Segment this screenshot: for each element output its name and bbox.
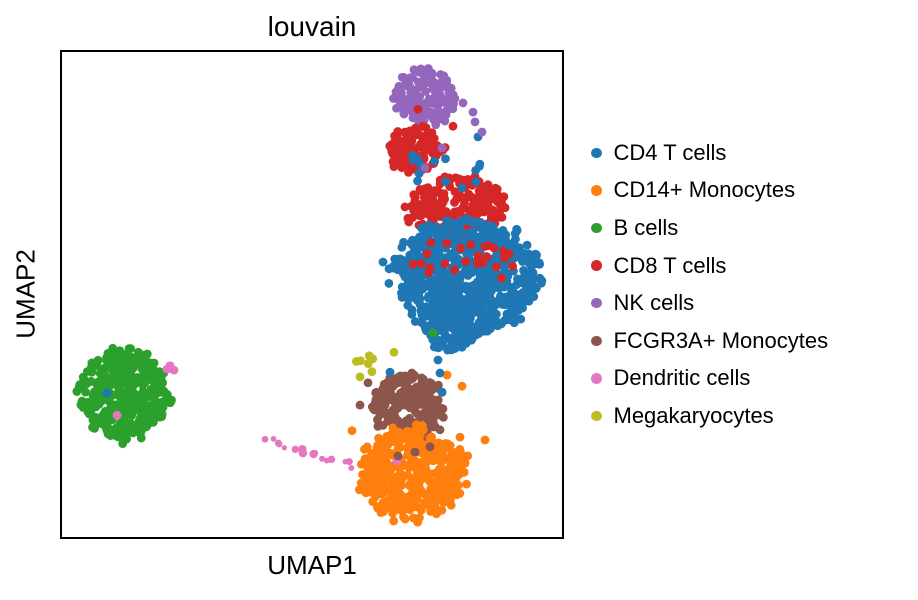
legend-label: B cells bbox=[613, 214, 679, 240]
axes-frame bbox=[60, 50, 564, 539]
legend-marker-dot bbox=[591, 222, 602, 234]
legend-item: Megakaryocytes bbox=[591, 397, 828, 435]
legend-marker-dot bbox=[591, 185, 602, 196]
legend-item: CD8 T cells bbox=[591, 247, 828, 285]
legend-label: CD8 T cells bbox=[613, 252, 727, 278]
legend-marker-dot bbox=[591, 373, 602, 384]
legend-marker-dot bbox=[591, 260, 602, 271]
legend-label: FCGR3A+ Monocytes bbox=[613, 327, 829, 353]
plot-title: louvain bbox=[267, 11, 357, 42]
legend-marker-dot bbox=[591, 297, 602, 309]
legend-label: Dendritic cells bbox=[613, 365, 751, 391]
legend-label: CD14+ Monocytes bbox=[613, 177, 796, 203]
umap-scatter-canvas bbox=[62, 52, 562, 537]
legend-marker-dot bbox=[591, 335, 602, 347]
legend-label: CD4 T cells bbox=[613, 139, 727, 165]
legend-marker-dot bbox=[591, 147, 602, 159]
legend-item: B cells bbox=[591, 209, 828, 247]
legend-marker-dot bbox=[591, 410, 602, 422]
x-axis-label: UMAP1 bbox=[267, 550, 357, 580]
legend-item: Dendritic cells bbox=[591, 360, 828, 398]
legend-item: CD14+ Monocytes bbox=[591, 172, 828, 210]
legend-item: FCGR3A+ Monocytes bbox=[591, 322, 828, 360]
legend-label: Megakaryocytes bbox=[613, 402, 774, 428]
legend-label: NK cells bbox=[613, 290, 695, 316]
legend: CD4 T cells CD14+ Monocytes B cells CD8 T c… bbox=[591, 134, 828, 435]
legend-item: CD4 T cells bbox=[591, 134, 828, 172]
y-axis-label: UMAP2 bbox=[10, 249, 41, 339]
legend-item: NK cells bbox=[591, 284, 828, 322]
